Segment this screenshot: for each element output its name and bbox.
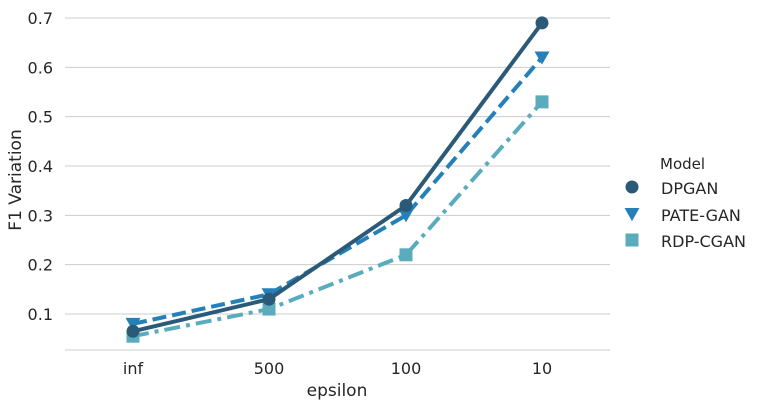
- series-pate-gan: [125, 51, 550, 331]
- data-point: [262, 292, 276, 306]
- data-point: [399, 198, 413, 212]
- x-tick-label: inf: [123, 359, 144, 378]
- series-group: [125, 16, 550, 343]
- y-tick-label: 0.4: [28, 157, 53, 176]
- series-line: [132, 56, 544, 326]
- x-axis-label: epsilon: [307, 381, 368, 401]
- data-point: [535, 16, 549, 30]
- data-point: [625, 233, 639, 247]
- y-axis-label: F1 Variation: [6, 129, 26, 230]
- legend-item: DPGAN: [625, 179, 718, 198]
- data-point: [535, 95, 549, 109]
- data-point: [534, 51, 550, 65]
- legend-item: PATE-GAN: [624, 206, 741, 225]
- legend-title: Model: [660, 155, 705, 173]
- data-point: [625, 180, 639, 194]
- data-point: [262, 302, 276, 316]
- y-tick-label: 0.2: [28, 256, 53, 275]
- legend: Model DPGAN PATE-GAN RDP-CGAN: [624, 155, 746, 251]
- y-tick-label: 0.7: [28, 9, 53, 28]
- x-tick-labels: inf 500 100 10: [123, 359, 552, 378]
- data-point: [399, 248, 413, 262]
- data-point: [125, 317, 141, 331]
- data-point: [126, 324, 140, 338]
- legend-label: PATE-GAN: [661, 206, 741, 225]
- series-line: [132, 21, 544, 334]
- series-rdp-cgan: [126, 95, 549, 343]
- y-tick-label: 0.3: [28, 206, 53, 225]
- series-dpgan: [126, 16, 549, 338]
- y-tick-labels: 0.1 0.2 0.3 0.4 0.5 0.6 0.7: [28, 9, 53, 324]
- legend-label: DPGAN: [661, 179, 718, 198]
- legend-item: RDP-CGAN: [625, 232, 746, 251]
- series-line: [132, 100, 544, 339]
- y-tick-label: 0.5: [28, 108, 53, 127]
- x-tick-label: 100: [391, 359, 422, 378]
- grid-lines: [65, 17, 610, 315]
- y-tick-label: 0.6: [28, 58, 53, 77]
- data-point: [624, 208, 640, 222]
- x-tick-label: 500: [254, 359, 285, 378]
- y-tick-label: 0.1: [28, 305, 53, 324]
- legend-label: RDP-CGAN: [661, 232, 746, 251]
- x-tick-label: 10: [532, 359, 552, 378]
- data-point: [398, 209, 414, 223]
